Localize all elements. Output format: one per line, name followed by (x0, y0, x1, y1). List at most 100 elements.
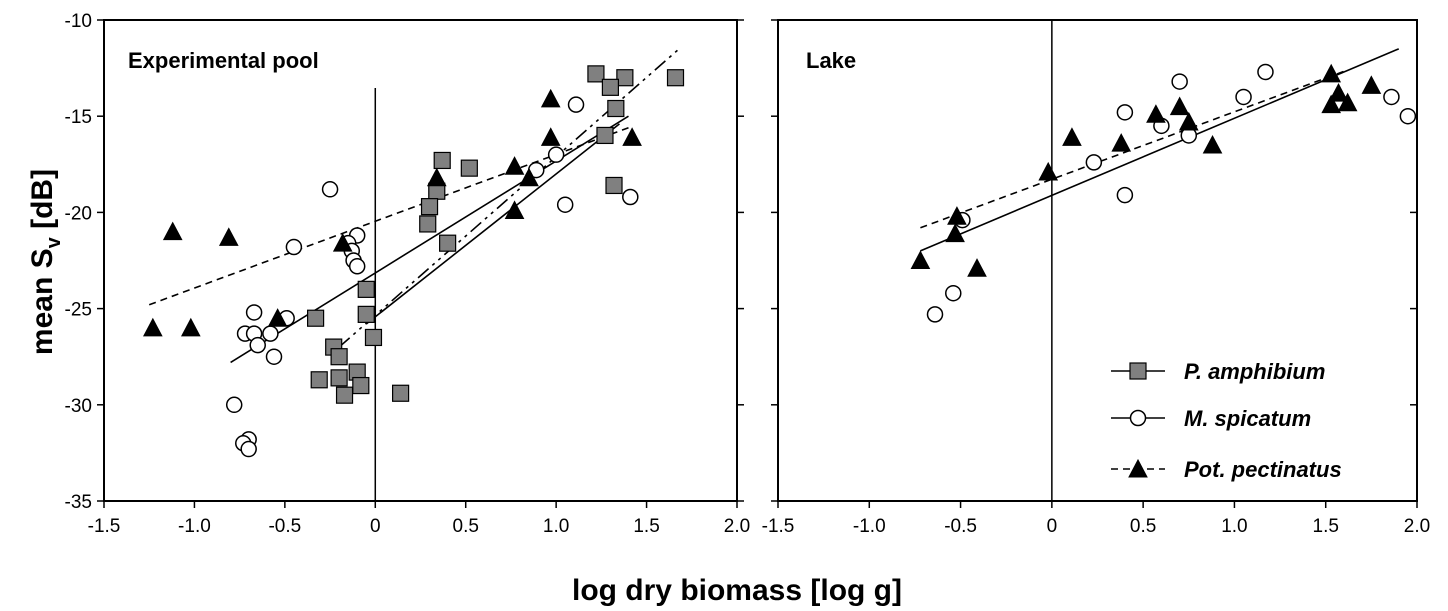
fit-line-layer (920, 48, 1400, 252)
y-axis-title-unit: [dB] (26, 169, 59, 237)
tick-layer: -1.5 -1.0 -0.5 0 0.5 1.0 1.5 2.0 -10 -15 -20 -25 -30… (65, 11, 751, 537)
legend-label: P. amphibium (1184, 359, 1325, 384)
triangle-point (1062, 127, 1082, 146)
square-point (596, 126, 614, 145)
circle-point (926, 306, 944, 323)
triangle-point (267, 308, 288, 327)
x-axis-title: log dry biomass [log g] (572, 574, 902, 607)
y-tick-label: -10 (65, 11, 92, 32)
x-tick-label: 1.0 (1221, 516, 1247, 537)
circle-point (1399, 107, 1417, 125)
square-point (587, 65, 605, 83)
triangle-point (622, 127, 642, 146)
x-tick-label: 1.5 (633, 516, 659, 537)
x-tick-label: 0.5 (1130, 516, 1156, 537)
square-point (605, 176, 623, 195)
x-tick-label: -1.0 (178, 516, 211, 537)
triangle-point (504, 156, 525, 175)
x-tick-label: -1.5 (762, 516, 795, 537)
fit-line (365, 123, 620, 325)
fit-line (920, 69, 1348, 229)
circle-point (1383, 88, 1400, 106)
x-tick-label: 0.5 (453, 516, 479, 537)
triangle-point (504, 200, 525, 219)
circle-point (321, 181, 339, 198)
square-point (601, 78, 620, 96)
triangle-point (1111, 133, 1132, 152)
panel-title: Lake (806, 48, 856, 73)
fit-line-layer (148, 48, 680, 364)
x-tick-label: 0 (1047, 516, 1058, 537)
circle-point (567, 96, 585, 113)
circle-point (556, 196, 574, 213)
square-point (335, 386, 354, 404)
square-point (364, 328, 383, 347)
triangle-point (967, 258, 987, 277)
circle-point (245, 304, 263, 321)
triangle-point (1178, 111, 1199, 131)
fit-line (338, 48, 680, 348)
square-point (357, 305, 375, 323)
x-tick-label: 2.0 (1404, 516, 1430, 537)
square-point (433, 151, 451, 170)
triangle-point (1328, 83, 1349, 102)
square-point (439, 234, 457, 252)
square-point (460, 159, 478, 177)
x-tick-label: 2.0 (724, 516, 750, 537)
circle-point (348, 258, 366, 275)
circle-point (1085, 154, 1103, 171)
circle-point (262, 325, 279, 342)
y-tick-label: -15 (65, 107, 92, 128)
x-tick-label: -1.0 (853, 516, 886, 537)
circle-point (945, 284, 962, 302)
plot-frame (777, 19, 1418, 502)
triangle-point (519, 167, 539, 187)
y-axis-title-sub: v (43, 236, 65, 248)
triangle-point (162, 221, 183, 241)
triangle-point (218, 227, 239, 246)
legend-marker-circle (1129, 409, 1147, 427)
circle-point (1116, 104, 1134, 121)
circle-point (1235, 88, 1252, 106)
circle-point (265, 348, 283, 365)
plot-frame (103, 19, 738, 502)
circle-point (622, 188, 639, 206)
triangle-point (1337, 92, 1358, 112)
y-tick-label: -30 (65, 396, 92, 417)
triangle-point (332, 233, 353, 252)
triangle-point (540, 88, 561, 108)
square-point (666, 69, 685, 87)
square-point (607, 99, 625, 118)
square-point (310, 371, 328, 389)
circle-point (285, 238, 303, 256)
y-tick-label: -25 (65, 300, 92, 321)
square-point (419, 215, 437, 233)
legend: P. amphibium M. spicatum Pot. pectinatus (1111, 359, 1342, 482)
triangle-point (910, 250, 931, 269)
circle-point (225, 396, 243, 414)
circle-point (1116, 186, 1134, 204)
circle-point (240, 440, 257, 458)
panel-lake: Lake -1.5 -1.0 -0.5 0 0.5 1.0 1.5 2.0 P. amphib… (762, 19, 1430, 537)
panel-experimental-pool: Experimental pool -1.5 -1.0 -0.5 0 0.5 1.0 1.5… (65, 11, 751, 537)
triangle-point (1038, 161, 1059, 181)
triangle-point (1146, 104, 1166, 123)
square-point (307, 309, 325, 327)
y-axis-title: mean Sv [dB] (26, 169, 65, 355)
circle-point (1257, 63, 1274, 81)
triangle-point (1321, 63, 1342, 83)
y-tick-label: -35 (65, 492, 92, 513)
x-tick-label: 1.5 (1313, 516, 1339, 537)
triangle-point (180, 317, 201, 337)
triangle-point (1361, 75, 1382, 94)
fit-line (920, 48, 1400, 252)
square-point (330, 369, 348, 387)
legend-marker-triangle (1128, 458, 1148, 478)
x-tick-label: -0.5 (944, 516, 977, 537)
triangle-point (1202, 134, 1223, 154)
circle-point (547, 146, 565, 163)
triangle-point (945, 223, 965, 243)
y-tick-label: -20 (65, 203, 92, 224)
x-tick-label: -0.5 (268, 516, 301, 537)
